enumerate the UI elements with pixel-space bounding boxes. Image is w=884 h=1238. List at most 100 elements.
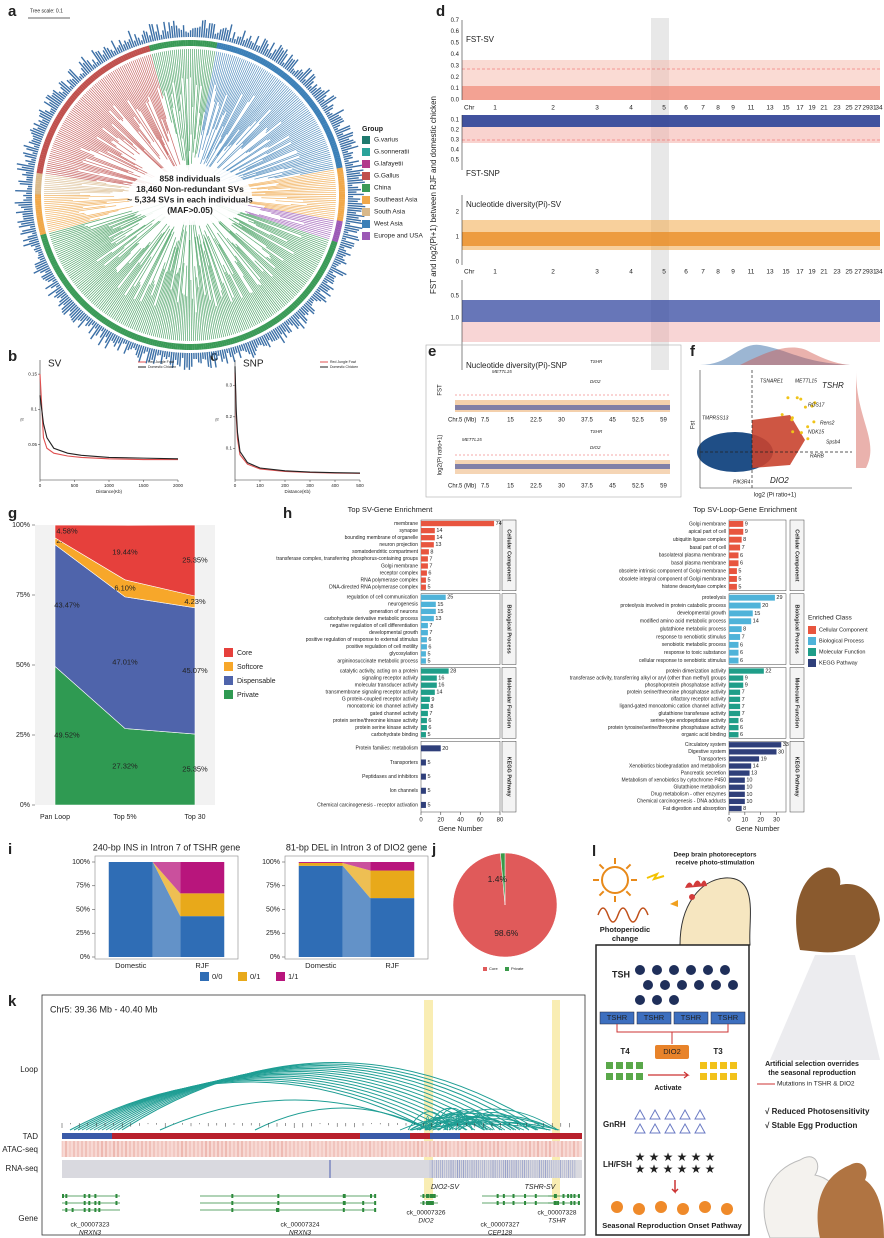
group-ring — [89, 75, 96, 82]
bar — [729, 710, 741, 717]
t4-square — [626, 1062, 633, 1069]
sun-ray — [598, 863, 605, 870]
y-tick-label: glutathione metabolic process — [660, 626, 727, 632]
y-tick-label: Transporters — [698, 756, 727, 762]
chr-label: Chr — [464, 105, 475, 112]
group-ring — [38, 158, 46, 162]
tree-branch — [210, 299, 219, 339]
group-ring — [315, 111, 322, 117]
group-ring — [313, 107, 320, 114]
t3-square — [730, 1073, 737, 1080]
sv-count-bar — [118, 39, 125, 52]
group-ring — [150, 44, 155, 51]
group-ring — [53, 266, 61, 272]
tree-branch — [65, 242, 112, 272]
exon — [427, 1201, 430, 1205]
y-tick-label: 0.0 — [451, 98, 460, 104]
group-ring — [137, 335, 142, 342]
tree-branch — [177, 49, 189, 167]
tree-branch — [70, 260, 98, 280]
value-label: 8 — [743, 806, 746, 812]
highlight-point — [780, 413, 784, 417]
bar — [729, 717, 739, 724]
group-ring — [234, 47, 239, 54]
group-ring — [336, 169, 344, 173]
sv-count-bar — [110, 49, 115, 57]
group-ring — [338, 180, 345, 184]
sv-count-bar — [39, 267, 51, 274]
group-ring — [314, 274, 322, 280]
group-ring — [49, 256, 56, 262]
node-label: TSHR — [644, 1013, 665, 1022]
y-tick-label: 100% — [72, 859, 90, 866]
bar — [729, 675, 744, 681]
tree-branch — [250, 292, 268, 320]
group-ring — [333, 232, 341, 237]
y-tick-label: RNA polymerase complex — [360, 577, 418, 583]
sv-count-bar — [335, 127, 351, 135]
sv-count-bar — [79, 73, 85, 79]
tree-branch — [276, 177, 336, 186]
t3-square — [720, 1062, 727, 1069]
sv-count-bar — [307, 85, 312, 91]
legend-swatch — [224, 690, 233, 699]
group-ring — [217, 341, 221, 348]
x-tick-label: Domestic — [115, 961, 147, 970]
chart-title: 240-bp INS in Intron 7 of TSHR gene — [93, 842, 240, 852]
line — [39, 374, 178, 461]
sv-count-bar — [222, 27, 227, 41]
group-ring — [304, 95, 311, 102]
bar — [421, 682, 437, 688]
sv-count-bar — [179, 352, 182, 367]
y-tick-label: phosphoprotein phosphatase activity — [645, 683, 727, 689]
group-ring — [144, 46, 149, 53]
connector — [616, 1024, 729, 1044]
tree-branch — [180, 294, 185, 341]
tree-branch — [192, 49, 202, 153]
highlight-point — [795, 396, 799, 400]
tree-branch — [132, 60, 149, 97]
tree-branch — [250, 201, 336, 212]
group-ring — [322, 124, 330, 130]
tree-branch — [182, 49, 190, 171]
x-axis-label: Chr.5 (Mb) — [448, 484, 476, 490]
sv-count-bar — [312, 293, 322, 302]
y-tick-label: regulation of cell communication — [347, 595, 419, 601]
legend-swatch — [362, 208, 370, 216]
legend-swatch — [362, 196, 370, 204]
sv-count-bar — [338, 134, 354, 142]
sv-count-bar — [249, 341, 257, 356]
group-ring — [73, 293, 80, 300]
bar — [421, 703, 429, 710]
sv-count-bar — [328, 270, 334, 274]
group-ring — [288, 78, 295, 85]
sv-count-bar — [29, 225, 36, 228]
sv-count-bar — [308, 298, 314, 304]
group-ring — [101, 317, 107, 324]
group-ring — [251, 54, 257, 61]
tree-branch — [231, 242, 287, 305]
loop-arc — [105, 1068, 512, 1131]
tree-branch — [194, 266, 201, 341]
chr-tick-label: 9 — [731, 105, 735, 112]
sv-count-bar — [246, 341, 255, 358]
tree-branch — [241, 65, 258, 95]
tree-branch — [239, 129, 321, 171]
tree-branch — [242, 275, 271, 318]
group-label: Molecular Function — [794, 678, 800, 729]
bar — [370, 898, 415, 957]
y-tick-label: protein serine kinase activity — [355, 725, 418, 731]
tree-branch — [129, 284, 151, 329]
y-tick-label: ligand-gated monoatomic cation channel a… — [620, 704, 727, 710]
gene-label: Rens2 — [820, 420, 835, 426]
tree-branch — [90, 248, 142, 303]
tree-branch — [75, 104, 118, 139]
value-label: 9 — [745, 529, 748, 535]
sv-count-bar — [333, 127, 339, 131]
sv-count-bar — [91, 320, 96, 326]
tree-branch — [142, 56, 169, 131]
group-ring — [233, 336, 238, 344]
sv-count-bar — [72, 310, 84, 323]
sv-count-bar — [67, 70, 80, 83]
tree-branch — [234, 223, 314, 274]
